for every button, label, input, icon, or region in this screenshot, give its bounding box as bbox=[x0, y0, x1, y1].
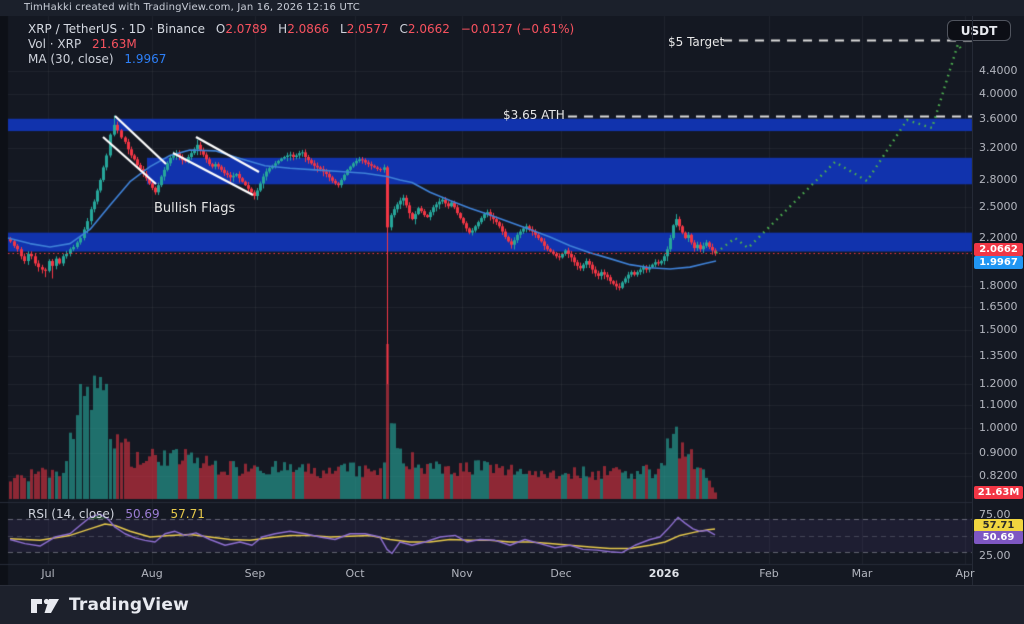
time-tick-label: 2026 bbox=[648, 567, 680, 580]
price-tick-label: 3.2000 bbox=[979, 140, 1018, 154]
time-tick-label: Mar bbox=[851, 567, 873, 580]
bullish-flags-annotation: Bullish Flags bbox=[154, 201, 236, 216]
price-tick-label: 4.4000 bbox=[979, 64, 1018, 78]
rsi-legend[interactable]: RSI (14, close) 50.69 57.71 bbox=[28, 507, 205, 522]
rsi-label: RSI (14, close) bbox=[28, 507, 115, 521]
price-tick-label: 2.2000 bbox=[979, 231, 1018, 245]
tradingview-logo-icon[interactable] bbox=[30, 596, 60, 615]
ma-value: 1.9967 bbox=[124, 52, 167, 66]
footer-bar: TradingView bbox=[0, 585, 1024, 624]
volume-legend-row[interactable]: Vol · XRP 21.63M bbox=[28, 37, 574, 51]
volume-value: 21.63M bbox=[92, 37, 137, 51]
high-value: 2.0866 bbox=[287, 22, 330, 36]
rsi-tick-label: 75.00 bbox=[979, 507, 1011, 521]
change-value: −0.0127 (−0.61%) bbox=[460, 22, 575, 36]
ma-label: MA (30, close) bbox=[28, 52, 114, 66]
chart-legend: XRP / TetherUS · 1D · Binance O2.0789 H2… bbox=[28, 22, 574, 67]
time-axis[interactable]: Jul Aug Sep Oct Nov Dec 2026 Feb Mar Apr bbox=[8, 565, 974, 585]
rsi-value: 50.69 bbox=[125, 507, 160, 521]
volume-label: Vol · XRP bbox=[28, 37, 82, 51]
axis-price-badge: 57.71 bbox=[974, 519, 1023, 532]
attribution-text: TimHakki created with TradingView.com, J… bbox=[24, 2, 360, 13]
low-label: L bbox=[340, 22, 347, 36]
price-tick-label: 1.0000 bbox=[979, 421, 1018, 434]
price-tick-label: 0.8200 bbox=[979, 468, 1018, 482]
price-tick-label: 1.8000 bbox=[979, 279, 1018, 293]
price-tick-label: 0.9000 bbox=[979, 446, 1018, 460]
price-axis[interactable]: 4.4000 4.0000 3.6000 3.2000 2.8000 2.5000 2.20… bbox=[972, 16, 1024, 585]
price-tick-label: 1.6500 bbox=[979, 300, 1018, 314]
close-label: C bbox=[399, 22, 408, 36]
time-tick-label: Sep bbox=[244, 567, 266, 580]
time-tick-label: Apr bbox=[955, 567, 975, 580]
price-tick-label: 1.5000 bbox=[979, 323, 1018, 337]
attribution-bar: TimHakki created with TradingView.com, J… bbox=[0, 0, 1024, 16]
footer-brand-text: TradingView bbox=[69, 595, 189, 615]
time-tick-label: Dec bbox=[550, 567, 572, 580]
rsi-ma-value: 57.71 bbox=[170, 507, 205, 521]
high-label: H bbox=[278, 22, 288, 36]
close-value: 2.0662 bbox=[407, 22, 450, 36]
low-value: 2.0577 bbox=[346, 22, 389, 36]
price-tick-label: 1.2000 bbox=[979, 377, 1018, 391]
open-label: O bbox=[215, 22, 226, 36]
time-tick-label: Aug bbox=[141, 567, 163, 580]
time-tick-label: Oct bbox=[345, 567, 365, 580]
price-tick-label: 2.8000 bbox=[979, 172, 1018, 186]
axis-price-badge: 21.63M bbox=[974, 486, 1023, 499]
time-tick-label: Jul bbox=[41, 567, 55, 580]
target-annotation: $5 Target bbox=[668, 35, 725, 49]
symbol-title: XRP / TetherUS · 1D · Binance bbox=[28, 22, 206, 36]
price-tick-label: 4.0000 bbox=[979, 87, 1018, 101]
ma-legend-row[interactable]: MA (30, close) 1.9967 bbox=[28, 52, 574, 66]
axis-price-badge: 50.69 bbox=[974, 531, 1023, 544]
price-tick-label: 2.5000 bbox=[979, 200, 1018, 214]
axis-price-badge: 1.9967 bbox=[974, 256, 1023, 269]
price-tick-label: 3.6000 bbox=[979, 112, 1018, 126]
ath-annotation: $3.65 ATH bbox=[503, 108, 565, 122]
open-value: 2.0789 bbox=[225, 22, 268, 36]
time-tick-label: Feb bbox=[759, 567, 779, 580]
symbol-legend-row[interactable]: XRP / TetherUS · 1D · Binance O2.0789 H2… bbox=[28, 22, 574, 36]
price-tick-label: 1.3500 bbox=[979, 348, 1018, 362]
time-tick-label: Nov bbox=[451, 567, 473, 580]
price-tick-label: 1.1000 bbox=[979, 398, 1018, 412]
rsi-tick-label: 25.00 bbox=[979, 548, 1011, 562]
currency-toggle-button[interactable]: USDT bbox=[947, 20, 1011, 41]
axis-price-badge: 2.0662 bbox=[974, 243, 1023, 256]
